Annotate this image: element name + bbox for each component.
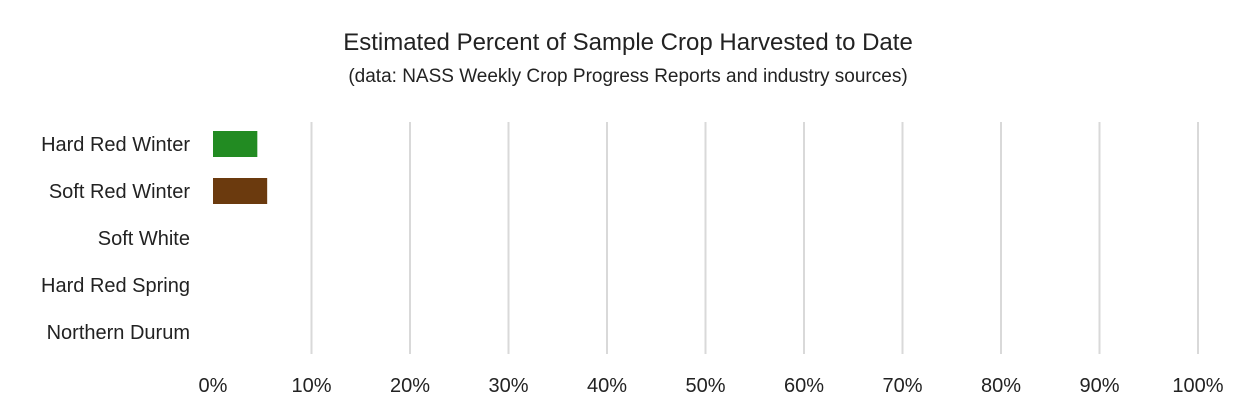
chart-title: Estimated Percent of Sample Crop Harvest…: [343, 29, 913, 56]
gridlines: [310, 122, 1199, 354]
chart-subtitle: (data: NASS Weekly Crop Progress Reports…: [348, 66, 907, 87]
category-label: Hard Red Spring: [41, 275, 190, 297]
x-tick-label: 0%: [199, 375, 228, 397]
category-label: Northern Durum: [47, 322, 190, 344]
bar: [213, 178, 268, 204]
x-tick-label: 40%: [587, 375, 627, 397]
x-tick-label: 30%: [488, 375, 528, 397]
x-tick-label: 20%: [390, 375, 430, 397]
category-labels: Hard Red Winter Soft Red Winter Soft White…: [41, 134, 190, 344]
x-tick-label: 70%: [882, 375, 922, 397]
bar: [213, 131, 258, 157]
x-tick-labels: 0% 10% 20% 30% 40% 50% 60% 70% 80% 90% 100%: [199, 375, 1224, 397]
x-tick-label: 100%: [1172, 375, 1223, 397]
x-tick-label: 60%: [784, 375, 824, 397]
category-label: Soft Red Winter: [49, 181, 191, 203]
category-label: Hard Red Winter: [41, 134, 190, 156]
bars: [213, 131, 268, 204]
category-label: Soft White: [98, 228, 190, 250]
x-tick-label: 80%: [981, 375, 1021, 397]
x-tick-label: 90%: [1079, 375, 1119, 397]
x-tick-label: 10%: [291, 375, 331, 397]
x-tick-label: 50%: [685, 375, 725, 397]
